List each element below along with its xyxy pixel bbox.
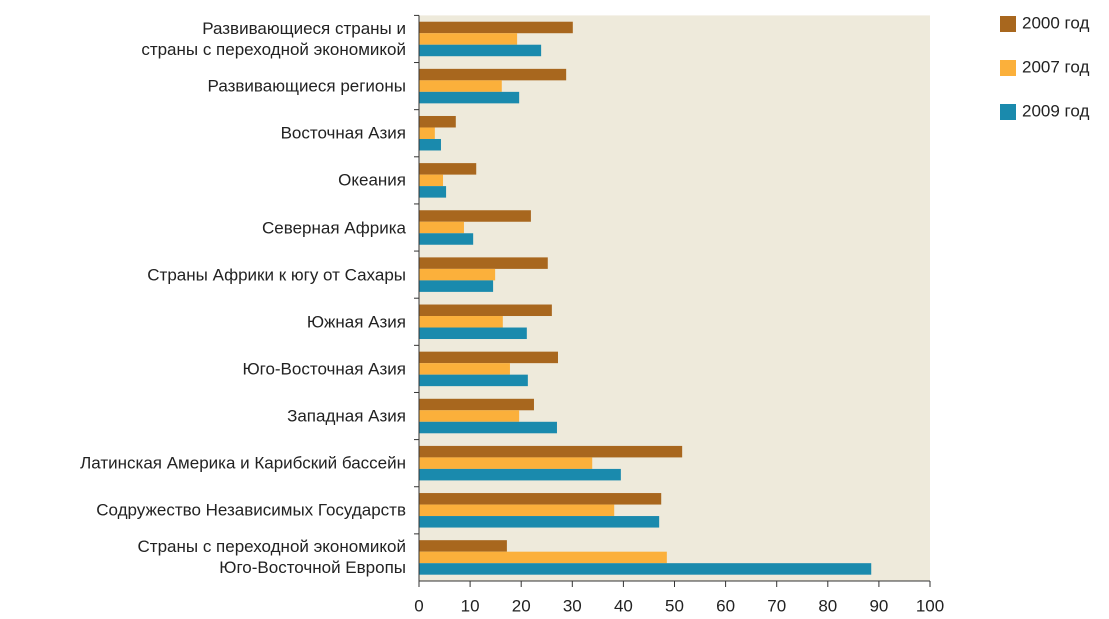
- bar: [419, 186, 447, 198]
- legend-swatch: [1000, 16, 1016, 32]
- y-tick-label: Страны Африки к югу от Сахары: [147, 265, 406, 285]
- bar: [419, 127, 435, 139]
- legend-swatch: [1000, 60, 1016, 76]
- bar: [419, 516, 660, 528]
- y-tick-label: Восточная Азия: [280, 123, 406, 143]
- bar: [419, 410, 520, 422]
- bar: [419, 398, 534, 411]
- bar: [419, 563, 872, 575]
- x-tick-label: 100: [916, 596, 944, 615]
- bar: [419, 210, 531, 222]
- y-tick-label: Страны с переходной экономикой Юго-Восто…: [137, 537, 406, 578]
- y-tick-label: Латинская Америка и Карибский бассейн: [80, 453, 406, 473]
- bar: [419, 257, 548, 269]
- y-tick-label: Океания: [338, 170, 406, 190]
- bar: [419, 174, 444, 187]
- bar: [419, 280, 494, 292]
- x-tick-label: 60: [716, 596, 735, 615]
- bar: [419, 268, 496, 281]
- x-tick-label: 0: [414, 596, 423, 615]
- plot-background: [419, 15, 930, 581]
- bar: [419, 363, 510, 375]
- x-tick-label: 70: [767, 596, 786, 615]
- y-tick-label: Содружество Независимых Государств: [96, 500, 406, 520]
- bar: [419, 457, 593, 469]
- bar: [419, 493, 662, 505]
- x-tick-label: 30: [563, 596, 582, 615]
- bar: [419, 304, 552, 317]
- legend-label: 2007 год: [1022, 57, 1089, 76]
- y-tick-label: Развивающиеся регионы: [207, 76, 406, 96]
- bar: [419, 163, 477, 175]
- bar: [419, 33, 518, 45]
- bar: [419, 421, 557, 434]
- bar: [419, 504, 615, 517]
- bar: [419, 445, 683, 458]
- bar: [419, 233, 474, 245]
- x-tick-label: 90: [869, 596, 888, 615]
- bar: [419, 91, 520, 104]
- legend-swatch: [1000, 104, 1016, 120]
- bar: [419, 68, 567, 81]
- y-tick-label: Развивающиеся страны и страны с переходн…: [141, 18, 406, 59]
- x-tick-label: 80: [818, 596, 837, 615]
- legend-label: 2000 год: [1022, 13, 1089, 32]
- bar: [419, 551, 667, 564]
- x-tick-label: 20: [512, 596, 531, 615]
- legend-label: 2009 год: [1022, 101, 1089, 120]
- bar: [419, 21, 573, 34]
- bar: [419, 316, 503, 328]
- bar: [419, 44, 542, 57]
- bar: [419, 115, 456, 128]
- bar: [419, 351, 558, 364]
- x-tick-label: 50: [665, 596, 684, 615]
- bar: [419, 138, 441, 151]
- bar: [419, 80, 502, 92]
- bar: [419, 468, 621, 481]
- bar: [419, 540, 507, 552]
- x-tick-label: 10: [461, 596, 480, 615]
- bar: [419, 327, 527, 340]
- y-tick-label: Южная Азия: [306, 312, 406, 332]
- bar: [419, 221, 464, 234]
- y-tick-label: Западная Азия: [287, 406, 406, 426]
- y-tick-label: Северная Африка: [262, 218, 406, 237]
- bar: [419, 374, 528, 387]
- x-tick-label: 40: [614, 596, 633, 615]
- y-tick-label: Юго-Восточная Азия: [242, 359, 406, 379]
